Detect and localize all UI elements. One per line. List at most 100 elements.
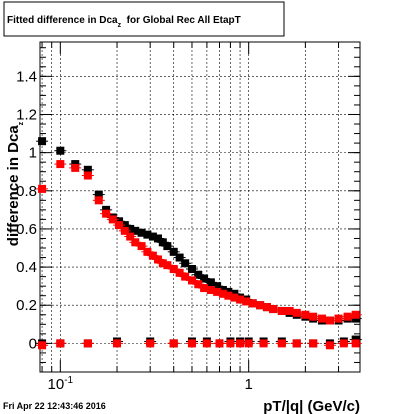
data-point [38, 137, 47, 146]
baseline-point [113, 339, 122, 348]
data-point [148, 232, 157, 241]
data-point [169, 247, 178, 256]
data-point [131, 226, 140, 235]
data-point [317, 314, 326, 323]
baseline-point [215, 339, 224, 348]
data-point [213, 282, 222, 291]
baseline-point [244, 339, 253, 348]
data-point [206, 285, 215, 294]
baseline-point [351, 339, 360, 348]
data-point [309, 312, 318, 321]
data-point [153, 255, 162, 264]
data-point [94, 196, 103, 205]
y-tick-label: 1 [29, 145, 37, 162]
y-tick-label: 0.8 [16, 183, 37, 200]
title-frame [3, 1, 285, 37]
baseline-point [259, 339, 268, 348]
baseline-point [169, 339, 178, 348]
data-point [175, 253, 184, 262]
data-point [143, 230, 152, 239]
data-point [181, 259, 190, 268]
data-point [102, 209, 111, 218]
data-point [269, 305, 278, 314]
data-point [131, 238, 140, 247]
data-point [169, 264, 178, 273]
data-point [187, 276, 196, 285]
data-point [120, 226, 129, 235]
data-point [83, 165, 92, 174]
data-point [158, 238, 167, 247]
data-point [137, 228, 146, 237]
data-point [262, 303, 271, 312]
data-point [56, 146, 65, 155]
data-point [187, 264, 196, 273]
baseline-point [339, 339, 348, 348]
x-axis-title: pT/|q| (GeV/c) [263, 398, 360, 414]
data-point [38, 184, 47, 193]
data-point [194, 270, 203, 279]
data-point [206, 278, 215, 287]
data-point [126, 224, 135, 233]
data-point [148, 251, 157, 260]
baseline-point [226, 339, 235, 348]
data-point [343, 312, 352, 321]
data-point [56, 160, 65, 169]
data-point [200, 284, 209, 293]
y-axis-title: difference in Dcaz [5, 121, 25, 246]
data-point [292, 308, 301, 317]
chart-title: Fitted difference in Dcaz for Global Rec… [7, 15, 241, 29]
axes: 0 0.2 0.4 0.6 0.8 1 1.2 1.4 10-1 1 [16, 42, 360, 393]
data-point [285, 306, 294, 315]
y-tick-label: 0.6 [16, 221, 37, 238]
data-point [163, 261, 172, 270]
y-tick-label: 0.4 [16, 259, 37, 276]
baseline-point [309, 339, 318, 348]
data-point [126, 232, 135, 241]
data-point [301, 310, 310, 319]
baseline-point [325, 341, 334, 350]
data-point [200, 274, 209, 283]
data-point [218, 289, 227, 298]
series-2 [36, 160, 362, 350]
data-point [256, 301, 265, 310]
data-point [277, 306, 286, 315]
data-point [194, 280, 203, 289]
y-tick-label: 0 [29, 335, 37, 352]
data-point [181, 272, 190, 281]
data-point [213, 287, 222, 296]
data-point [143, 247, 152, 256]
chart-title-box: Fitted difference in Dcaz for Global Rec… [3, 1, 285, 37]
data-point [351, 310, 360, 319]
data-point [115, 221, 124, 230]
data-point [325, 316, 334, 325]
data-point [71, 163, 80, 172]
x-tick-label: 10-1 [48, 375, 74, 393]
data-point [242, 297, 251, 306]
data-point [175, 268, 184, 277]
y-tick-label: 0.2 [16, 297, 37, 314]
data-point [163, 242, 172, 251]
data-point [248, 299, 257, 308]
data-point [153, 234, 162, 243]
y-tick-label: 1.2 [16, 106, 37, 123]
data-point [108, 215, 117, 224]
baseline-point [277, 339, 286, 348]
data-point [334, 314, 343, 323]
data-point [224, 291, 233, 300]
data-point [158, 259, 167, 268]
data-series [36, 137, 362, 350]
data-point [83, 171, 92, 180]
timestamp-footer: Fri Apr 22 12:43:46 2016 [3, 401, 106, 411]
baseline-point [83, 339, 92, 348]
x-tick-label: 1 [245, 376, 253, 393]
baseline-point [38, 341, 47, 350]
baseline-point [202, 339, 211, 348]
data-point [94, 190, 103, 199]
baseline-point [146, 339, 155, 348]
baseline-point [56, 339, 65, 348]
y-tick-label: 1.4 [16, 68, 37, 85]
baseline-point [236, 339, 245, 348]
baseline-point [292, 339, 301, 348]
